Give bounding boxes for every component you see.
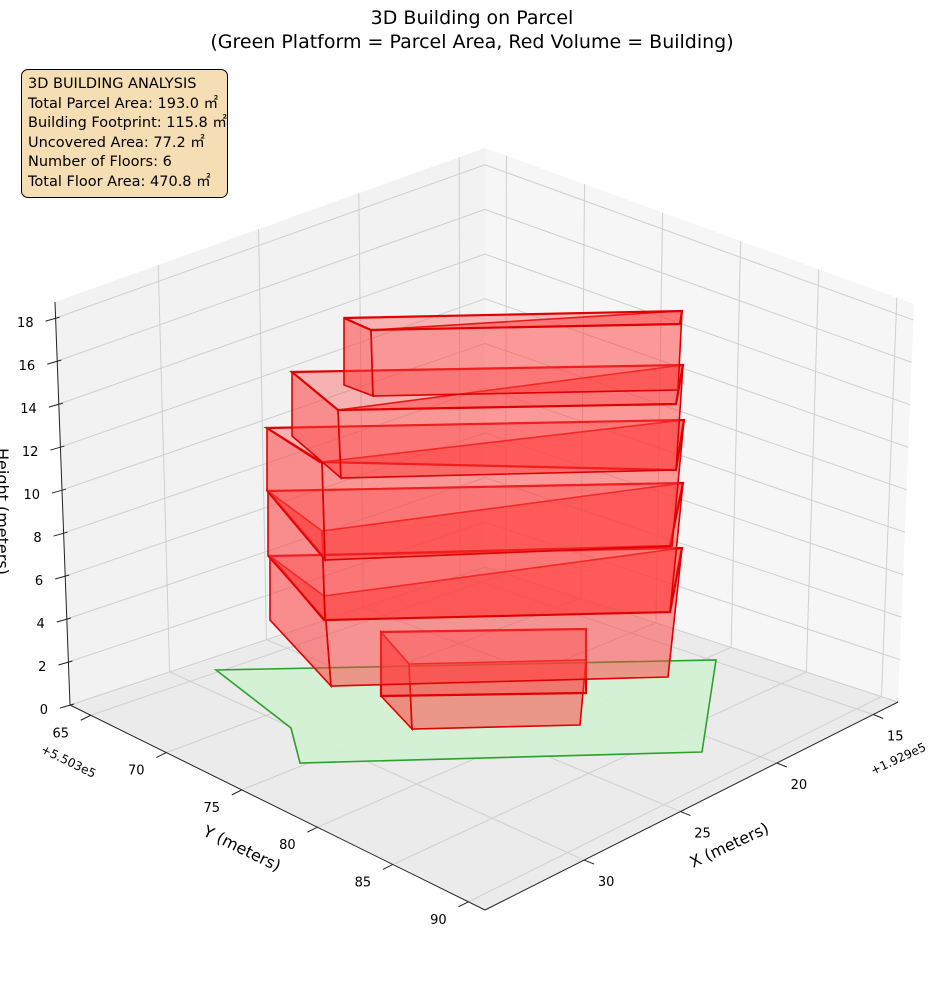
- z-axis-line: [54, 301, 71, 706]
- x-gridline-3: [157, 265, 585, 861]
- y-tickmark-3: [307, 826, 318, 833]
- z-gridline-6: [60, 298, 909, 448]
- z-tickmark-6: [50, 445, 65, 451]
- y-gridline-5: [468, 297, 898, 903]
- z-gridline-7: [58, 253, 911, 406]
- x-axis-line: [484, 701, 899, 911]
- y-tick-label-2: 75: [204, 801, 221, 816]
- info-line-floor-area: Total Floor Area: 470.8 ㎡: [28, 173, 211, 190]
- chart-title-line-2: (Green Platform = Parcel Area, Red Volum…: [210, 31, 734, 53]
- info-heading: 3D BUILDING ANALYSIS: [28, 76, 197, 92]
- y-axis-label: Y (meters): [199, 821, 284, 875]
- floor-6-top-face: [343, 309, 684, 332]
- z-tickmark-3: [55, 574, 70, 580]
- z-tick-label-0: 0: [40, 703, 48, 718]
- building-layer: [263, 309, 686, 732]
- info-line-parcel-area: Total Parcel Area: 193.0 ㎡: [28, 95, 219, 112]
- chart-title-line-1: 3D Building on Parcel: [370, 7, 574, 29]
- info-line-footprint: Building Footprint: 115.8 ㎡: [28, 115, 227, 131]
- floor-6: [343, 309, 684, 398]
- x-tick-label-3: 30: [598, 875, 615, 890]
- z-tickmark-7: [48, 402, 63, 408]
- y-tickmark-4: [382, 864, 394, 870]
- z-gridline-8: [57, 208, 912, 363]
- z-tick-label-7: 14: [20, 402, 37, 417]
- z-tick-label-1: 2: [38, 660, 46, 675]
- x-axis-offset: +1.929e5: [868, 740, 928, 778]
- tick-labels: 0 2 4 6 8 10 12 14 16 18 65 70 75 80 85 90 15 20 25 30: [17, 316, 903, 928]
- x-tickmark-1: [776, 762, 788, 768]
- z-axis-label: Height (meters): [0, 448, 12, 575]
- y-tickmark-1: [156, 752, 167, 759]
- y-gridline-4: [392, 269, 820, 865]
- z-tick-label-3: 6: [35, 574, 43, 589]
- x-tick-label-2: 25: [694, 827, 711, 842]
- z-tickmark-0: [59, 703, 75, 709]
- info-line-uncovered: Uncovered Area: 77.2 ㎡: [28, 134, 205, 151]
- y-tick-label-4: 85: [355, 875, 372, 890]
- z-tick-label-8: 16: [19, 359, 36, 374]
- y-tick-label-0: 65: [52, 726, 69, 741]
- x-tick-label-1: 20: [791, 778, 808, 793]
- y-gridline-3: [317, 240, 742, 828]
- floor-6-front-face: [370, 310, 683, 397]
- x-tickmark-2: [680, 811, 691, 817]
- z-tickmark-4: [53, 531, 68, 537]
- y-tickmark-5: [458, 901, 469, 908]
- z-tick-label-5: 10: [23, 488, 40, 503]
- axes-lines: [45, 301, 899, 911]
- z-tickmark-1: [58, 660, 73, 666]
- z-tick-label-6: 12: [22, 445, 39, 460]
- x-tickmark-0: [873, 714, 884, 719]
- z-tickmark-5: [51, 488, 67, 494]
- z-tickmark-9: [45, 316, 60, 322]
- y-tick-label-1: 70: [128, 764, 145, 779]
- y-axis-offset: +5.503e5: [39, 742, 99, 781]
- y-axis-line: [69, 704, 486, 911]
- x-tick-label-0: 15: [887, 729, 904, 744]
- y-tick-label-5: 90: [430, 913, 447, 928]
- analysis-info-box: 3D BUILDING ANALYSIS Total Parcel Area: …: [21, 69, 228, 198]
- info-line-floors: Number of Floors: 6: [28, 154, 172, 170]
- y-tickmark-0: [80, 714, 91, 721]
- z-tick-label-9: 18: [17, 316, 34, 331]
- z-tick-label-2: 4: [37, 617, 45, 632]
- z-tickmark-2: [56, 617, 71, 623]
- z-tick-label-4: 8: [33, 531, 41, 546]
- x-tickmark-3: [583, 859, 595, 865]
- z-gridline-9: [55, 164, 914, 321]
- z-tickmark-8: [47, 359, 62, 365]
- y-tick-label-3: 80: [279, 838, 296, 853]
- y-tickmark-2: [231, 789, 243, 796]
